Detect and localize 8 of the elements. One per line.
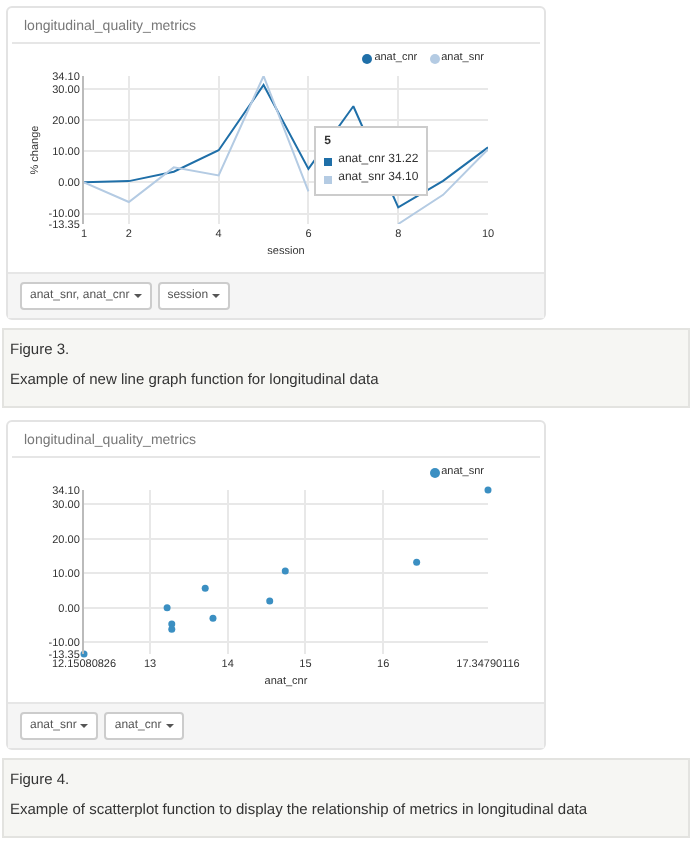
point <box>266 597 274 605</box>
point <box>281 567 289 575</box>
point <box>201 584 209 592</box>
point <box>168 625 176 633</box>
point <box>484 486 492 494</box>
point <box>413 558 421 566</box>
point <box>163 604 171 612</box>
point <box>209 614 217 622</box>
